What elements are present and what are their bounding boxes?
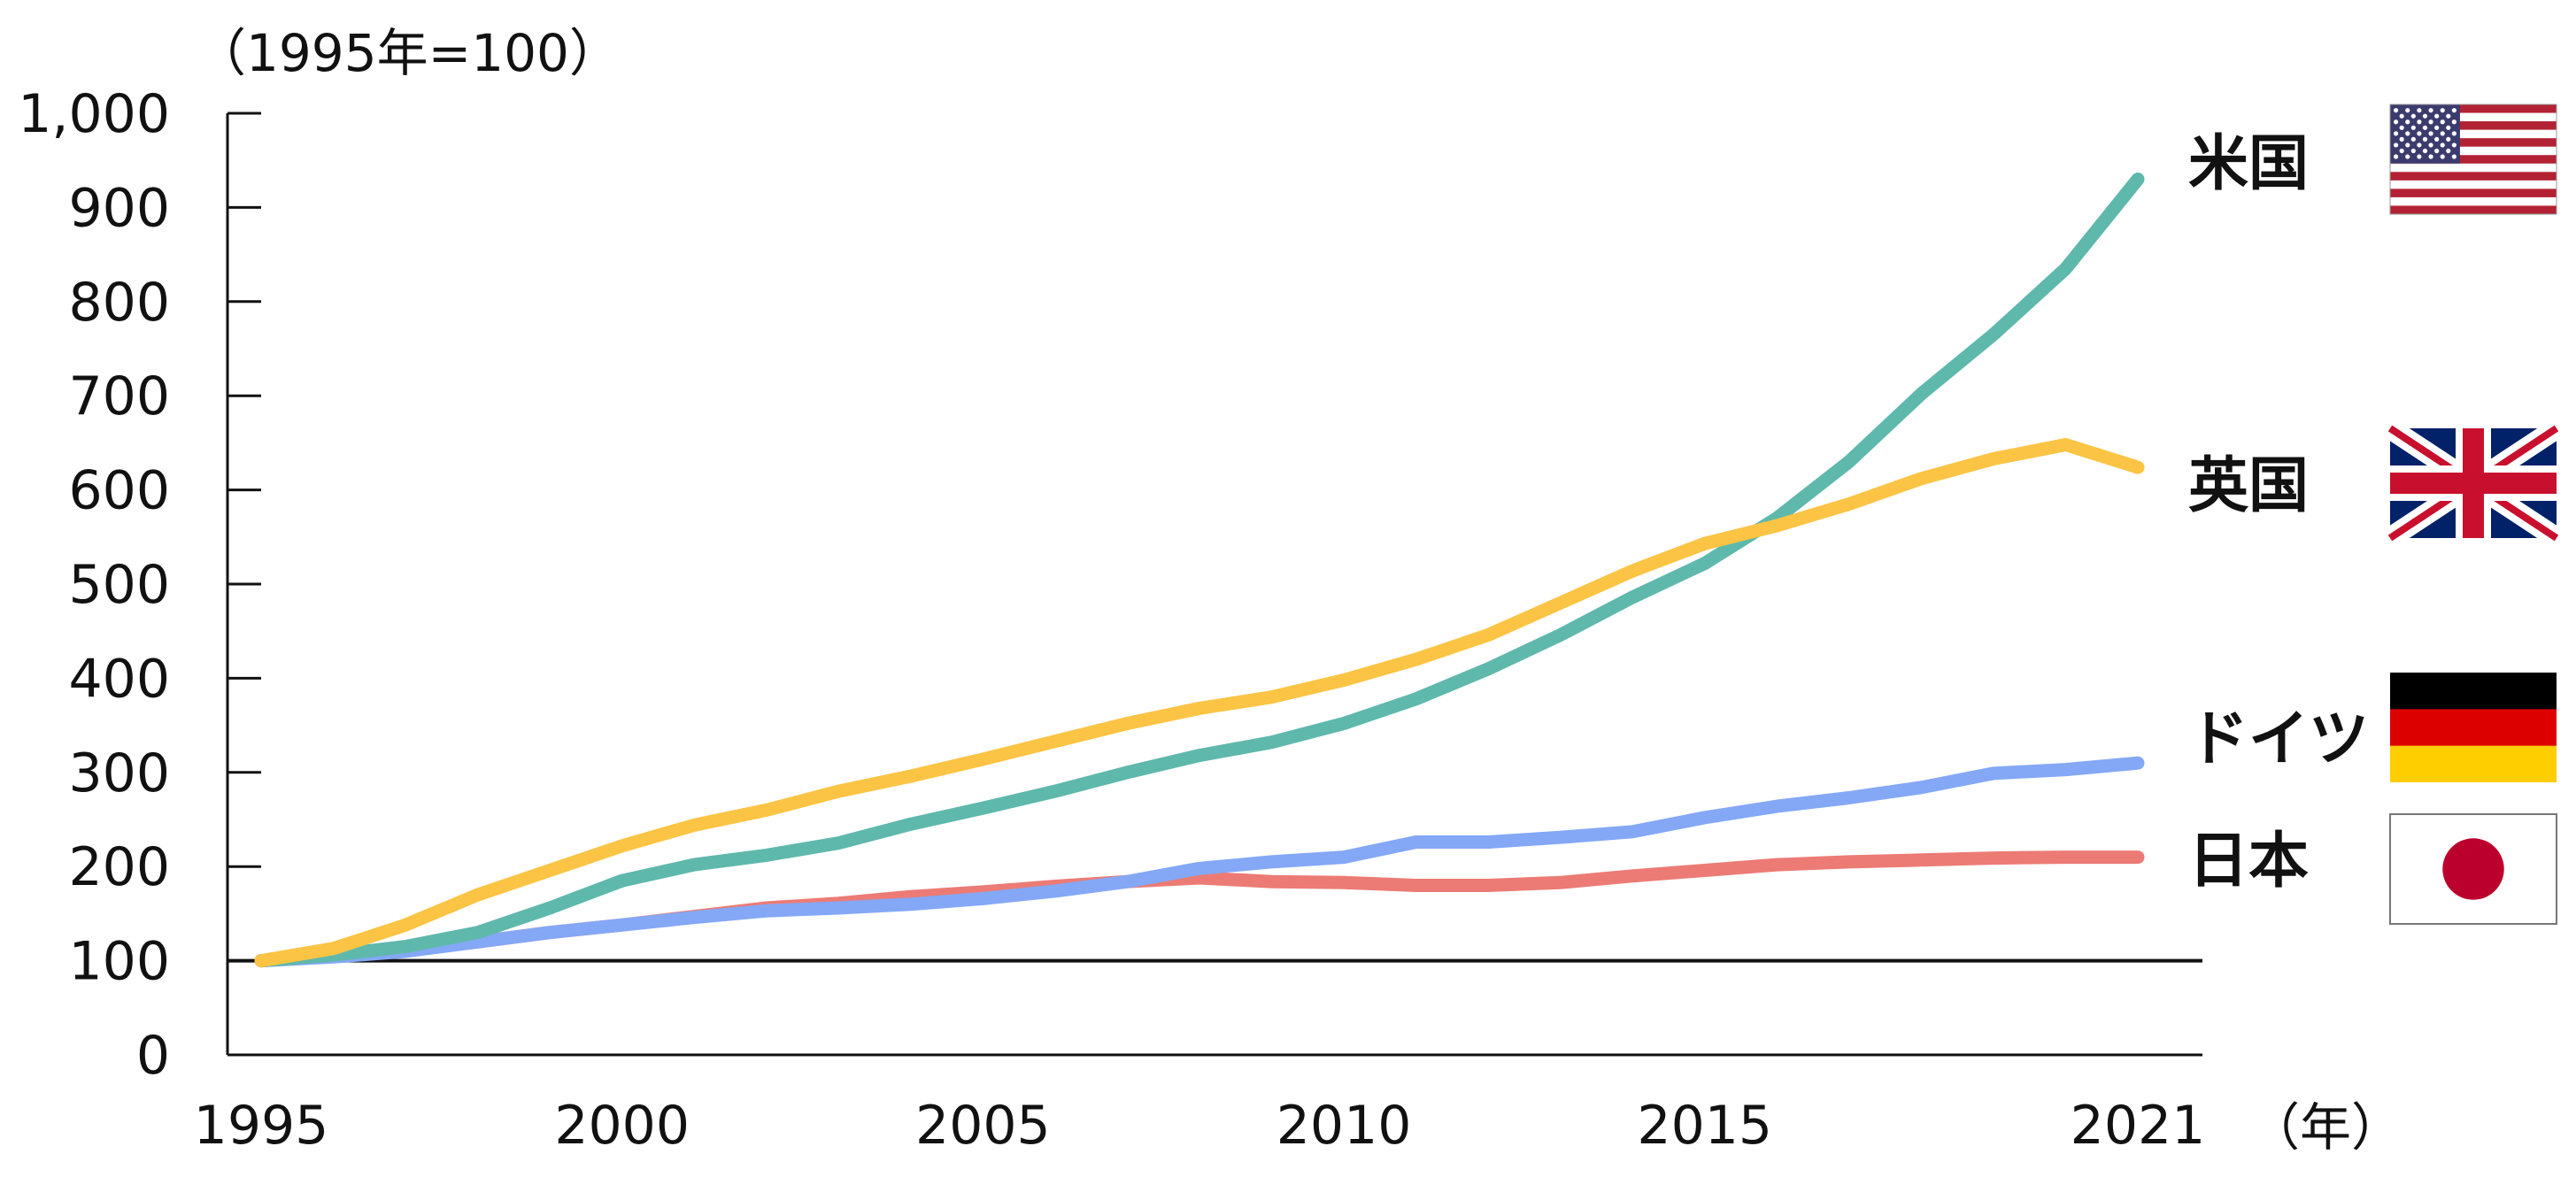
legend-label-usa: 米国 xyxy=(2188,129,2309,199)
x-tick-label: 2015 xyxy=(1637,1095,1772,1157)
y-tick-label: 600 xyxy=(68,460,170,522)
japan-flag-icon xyxy=(2389,813,2557,925)
y-tick-label: 500 xyxy=(68,554,170,616)
y-tick-label: 700 xyxy=(68,365,170,427)
y-tick-label: 0 xyxy=(136,1025,170,1087)
x-tick-label: 2000 xyxy=(554,1095,690,1157)
x-tick-label: 2021 xyxy=(2071,1095,2206,1157)
x-axis-unit-label: （年） xyxy=(2248,1097,2402,1158)
uk-flag-icon xyxy=(2384,419,2563,548)
usa-flag-icon xyxy=(2389,104,2557,215)
y-tick-label: 400 xyxy=(68,648,170,710)
legend-label-germany: ドイツ xyxy=(2188,704,2369,774)
legend-label-uk: 英国 xyxy=(2188,451,2309,521)
x-tick-label: 2005 xyxy=(915,1095,1051,1157)
series-line-uk xyxy=(254,438,2145,968)
germany-flag-icon xyxy=(2390,673,2557,782)
y-tick-label: 300 xyxy=(68,742,170,804)
y-tick-label: 800 xyxy=(68,272,170,334)
y-tick-label: 200 xyxy=(68,836,170,898)
x-tick-label: 1995 xyxy=(194,1095,329,1157)
y-tick-label: 1,000 xyxy=(18,83,170,145)
legend-label-japan: 日本 xyxy=(2188,827,2309,896)
axes: 0 100 200 300 400 500 600 700 800 900 1,000 1995 200… xyxy=(18,83,2205,1157)
y-axis-unit-label: （1995年=100） xyxy=(195,23,621,83)
x-tick-label: 2010 xyxy=(1276,1095,1412,1157)
y-tick-label: 100 xyxy=(68,931,170,993)
series-lines xyxy=(254,173,2145,968)
series-line-germany xyxy=(254,756,2145,968)
y-tick-label: 900 xyxy=(68,177,170,239)
series-line-usa xyxy=(254,173,2145,968)
